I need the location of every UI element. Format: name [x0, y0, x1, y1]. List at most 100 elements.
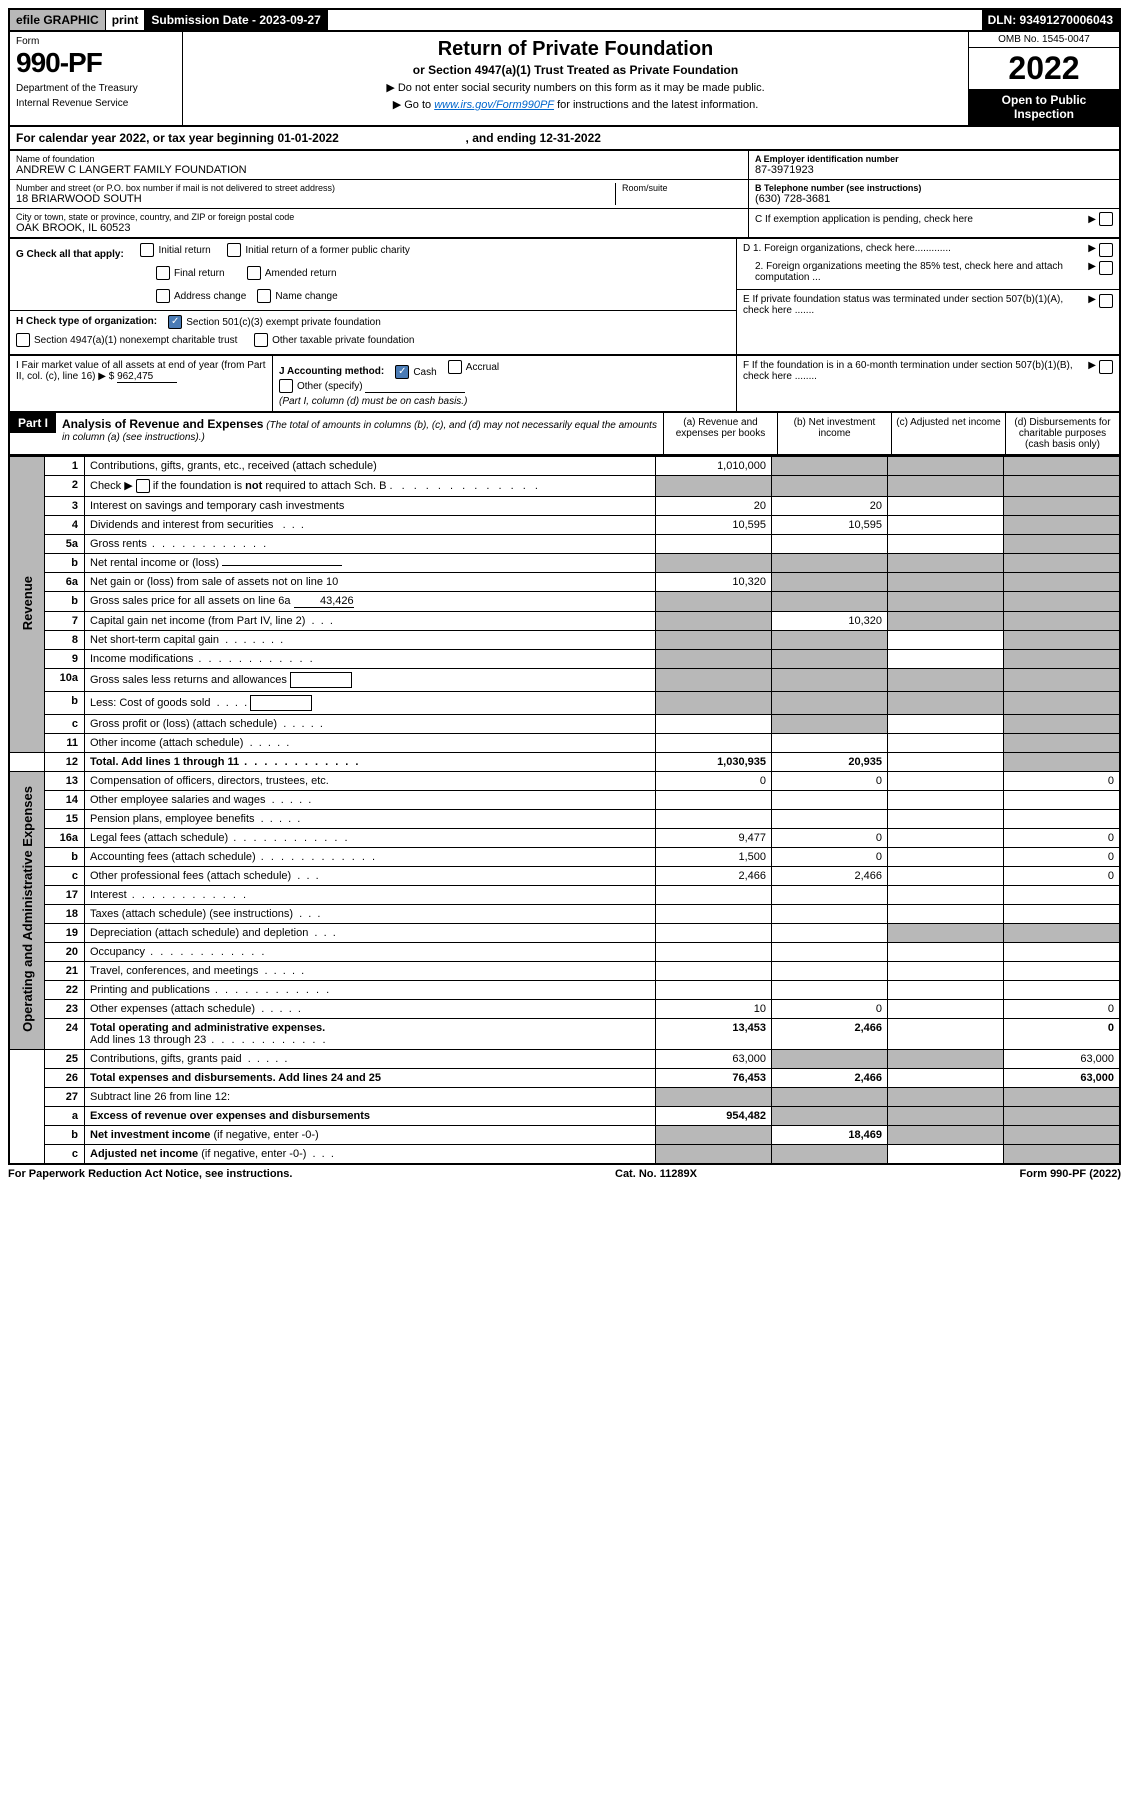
- table-row: 9Income modifications: [9, 650, 1120, 669]
- g-label: G Check all that apply:: [16, 249, 124, 260]
- table-row: bAccounting fees (attach schedule)1,5000…: [9, 848, 1120, 867]
- e-label: E If private foundation status was termi…: [743, 294, 1085, 316]
- f-label: F If the foundation is in a 60-month ter…: [743, 360, 1085, 382]
- accrual-checkbox[interactable]: [448, 360, 462, 374]
- final-return-checkbox[interactable]: [156, 266, 170, 280]
- table-row: Operating and Administrative Expenses 13…: [9, 772, 1120, 791]
- table-row: 21Travel, conferences, and meetings . . …: [9, 962, 1120, 981]
- g-h-section: G Check all that apply: Initial return I…: [8, 239, 1121, 356]
- table-row: 22Printing and publications: [9, 981, 1120, 1000]
- j-note: (Part I, column (d) must be on cash basi…: [279, 396, 467, 407]
- irs-link[interactable]: www.irs.gov/Form990PF: [434, 99, 554, 111]
- form-title: Return of Private Foundation: [191, 38, 960, 61]
- address-change-checkbox[interactable]: [156, 289, 170, 303]
- open-inspection: Open to Public Inspection: [969, 89, 1119, 125]
- initial-return-checkbox[interactable]: [140, 243, 154, 257]
- table-row: cGross profit or (loss) (attach schedule…: [9, 715, 1120, 734]
- irs-label: Internal Revenue Service: [16, 98, 176, 109]
- table-row: 27Subtract line 26 from line 12:: [9, 1088, 1120, 1107]
- table-row: bLess: Cost of goods sold . . . .: [9, 692, 1120, 715]
- form-label: Form: [16, 36, 176, 47]
- revenue-expense-table: Revenue 1Contributions, gifts, grants, e…: [8, 456, 1121, 1165]
- initial-former-checkbox[interactable]: [227, 243, 241, 257]
- print-button[interactable]: print: [106, 10, 146, 30]
- part-1-title: Analysis of Revenue and Expenses: [62, 417, 263, 431]
- page-footer: For Paperwork Reduction Act Notice, see …: [8, 1165, 1121, 1183]
- table-row: 14Other employee salaries and wages . . …: [9, 791, 1120, 810]
- part-1-header: Part I Analysis of Revenue and Expenses …: [8, 413, 1121, 456]
- amended-return-checkbox[interactable]: [247, 266, 261, 280]
- h-label: H Check type of organization:: [16, 316, 157, 327]
- table-row: cOther professional fees (attach schedul…: [9, 867, 1120, 886]
- table-row: cAdjusted net income (if negative, enter…: [9, 1145, 1120, 1165]
- j-label: J Accounting method:: [279, 366, 384, 377]
- dept-label: Department of the Treasury: [16, 83, 176, 94]
- instr-2: ▶ Go to www.irs.gov/Form990PF for instru…: [191, 98, 960, 111]
- table-row: 23Other expenses (attach schedule) . . .…: [9, 1000, 1120, 1019]
- i-value: 962,475: [117, 371, 177, 383]
- table-row: 24Total operating and administrative exp…: [9, 1019, 1120, 1050]
- schb-checkbox[interactable]: [136, 479, 150, 493]
- table-row: 18Taxes (attach schedule) (see instructi…: [9, 905, 1120, 924]
- table-row: 4Dividends and interest from securities …: [9, 516, 1120, 535]
- other-taxable-checkbox[interactable]: [254, 333, 268, 347]
- table-row: 7Capital gain net income (from Part IV, …: [9, 612, 1120, 631]
- table-row: 6aNet gain or (loss) from sale of assets…: [9, 573, 1120, 592]
- table-row: 19Depreciation (attach schedule) and dep…: [9, 924, 1120, 943]
- i-j-f-row: I Fair market value of all assets at end…: [8, 356, 1121, 413]
- revenue-side-label: Revenue: [20, 576, 35, 630]
- 4947-checkbox[interactable]: [16, 333, 30, 347]
- table-row: 20Occupancy: [9, 943, 1120, 962]
- foundation-city: OAK BROOK, IL 60523: [16, 222, 742, 234]
- tax-year: 2022: [969, 48, 1119, 89]
- d2-checkbox[interactable]: [1099, 261, 1113, 275]
- table-row: 8Net short-term capital gain . . . . . .…: [9, 631, 1120, 650]
- expenses-side-label: Operating and Administrative Expenses: [20, 786, 35, 1032]
- dln-label: DLN: 93491270006043: [982, 10, 1119, 30]
- table-row: bGross sales price for all assets on lin…: [9, 592, 1120, 612]
- tel-value: (630) 728-3681: [755, 193, 1113, 205]
- tel-label: B Telephone number (see instructions): [755, 183, 1113, 193]
- name-label: Name of foundation: [16, 154, 742, 164]
- 501c3-checkbox[interactable]: [168, 315, 182, 329]
- e-checkbox[interactable]: [1099, 294, 1113, 308]
- footer-right: Form 990-PF (2022): [1020, 1168, 1122, 1180]
- footer-left: For Paperwork Reduction Act Notice, see …: [8, 1168, 292, 1180]
- foundation-address: 18 BRIARWOOD SOUTH: [16, 193, 615, 205]
- c-label: C If exemption application is pending, c…: [755, 214, 1085, 225]
- table-row: 16aLegal fees (attach schedule)9,47700: [9, 829, 1120, 848]
- f-checkbox[interactable]: [1099, 360, 1113, 374]
- table-row: 12Total. Add lines 1 through 111,030,935…: [9, 753, 1120, 772]
- efile-label: efile GRAPHIC: [10, 10, 106, 30]
- table-row: 15Pension plans, employee benefits . . .…: [9, 810, 1120, 829]
- omb-number: OMB No. 1545-0047: [969, 32, 1119, 48]
- table-row: 5aGross rents: [9, 535, 1120, 554]
- form-number: 990-PF: [16, 47, 176, 79]
- room-label: Room/suite: [622, 183, 742, 193]
- top-bar: efile GRAPHIC print Submission Date - 20…: [8, 8, 1121, 32]
- footer-center: Cat. No. 11289X: [615, 1168, 697, 1180]
- name-change-checkbox[interactable]: [257, 289, 271, 303]
- cash-checkbox[interactable]: [395, 365, 409, 379]
- col-a-header: (a) Revenue and expenses per books: [663, 413, 777, 454]
- form-header: Form 990-PF Department of the Treasury I…: [8, 32, 1121, 127]
- col-c-header: (c) Adjusted net income: [891, 413, 1005, 454]
- ein-value: 87-3971923: [755, 164, 1113, 176]
- calendar-year-row: For calendar year 2022, or tax year begi…: [8, 127, 1121, 151]
- d1-label: D 1. Foreign organizations, check here..…: [743, 243, 1085, 254]
- ein-label: A Employer identification number: [755, 154, 1113, 164]
- table-row: 17Interest: [9, 886, 1120, 905]
- table-row: aExcess of revenue over expenses and dis…: [9, 1107, 1120, 1126]
- c-checkbox[interactable]: [1099, 212, 1113, 226]
- d1-checkbox[interactable]: [1099, 243, 1113, 257]
- other-method-checkbox[interactable]: [279, 379, 293, 393]
- table-row: 3Interest on savings and temporary cash …: [9, 497, 1120, 516]
- part-1-label: Part I: [10, 413, 56, 433]
- table-row: 10aGross sales less returns and allowanc…: [9, 669, 1120, 692]
- col-b-header: (b) Net investment income: [777, 413, 891, 454]
- instr-1: ▶ Do not enter social security numbers o…: [191, 81, 960, 94]
- table-row: 25Contributions, gifts, grants paid . . …: [9, 1050, 1120, 1069]
- table-row: Revenue 1Contributions, gifts, grants, e…: [9, 457, 1120, 476]
- col-d-header: (d) Disbursements for charitable purpose…: [1005, 413, 1119, 454]
- addr-label: Number and street (or P.O. box number if…: [16, 183, 615, 193]
